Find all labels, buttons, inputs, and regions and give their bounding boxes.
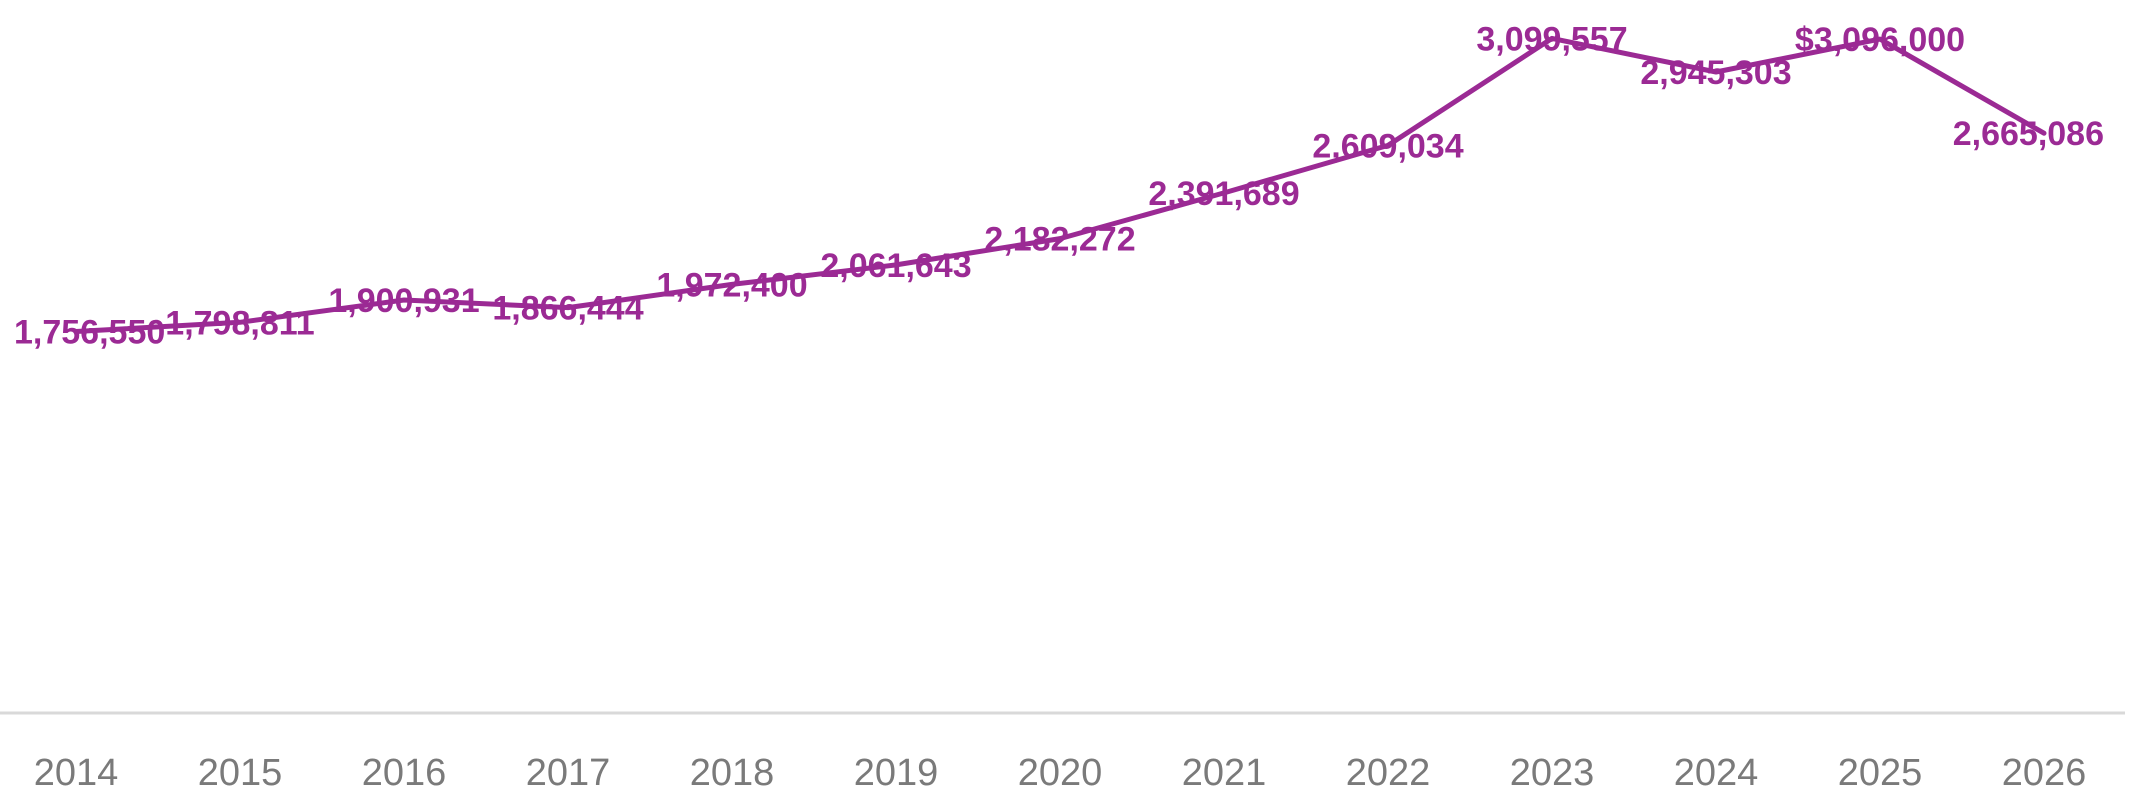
x-tick-label: 2019 bbox=[854, 752, 939, 794]
series-line bbox=[73, 35, 2047, 334]
x-tick-label: 2025 bbox=[1838, 752, 1923, 794]
data-label: $3,096,000 bbox=[1795, 21, 1965, 59]
data-label: 1,756,550 bbox=[14, 314, 165, 352]
x-tick-label: 2023 bbox=[1510, 752, 1595, 794]
x-tick-label: 2021 bbox=[1182, 752, 1267, 794]
data-label: 1,798,811 bbox=[165, 304, 314, 342]
data-label: 2,609,034 bbox=[1312, 127, 1463, 165]
x-tick-label: 2016 bbox=[362, 752, 447, 794]
x-tick-label: 2026 bbox=[2002, 752, 2087, 794]
data-label: 1,900,931 bbox=[328, 282, 479, 320]
x-tick-label: 2017 bbox=[526, 752, 611, 794]
x-tick-label: 2015 bbox=[198, 752, 283, 794]
x-tick-label: 2024 bbox=[1674, 752, 1759, 794]
x-tick-label: 2020 bbox=[1018, 752, 1103, 794]
data-label: 3,099,557 bbox=[1476, 20, 1627, 58]
x-tick-label: 2018 bbox=[690, 752, 775, 794]
x-axis-ticks: 2014 2015 2016 2017 2018 2019 2020 2021 2022 2023… bbox=[34, 752, 2087, 794]
data-label: 2,945,303 bbox=[1640, 54, 1791, 92]
x-tick-label: 2014 bbox=[34, 752, 119, 794]
data-label: 1,866,444 bbox=[492, 290, 643, 328]
data-label: 1,972,400 bbox=[656, 266, 807, 304]
data-label: 2,182,272 bbox=[984, 221, 1135, 259]
data-label: 2,061,643 bbox=[820, 247, 971, 285]
x-tick-label: 2022 bbox=[1346, 752, 1431, 794]
data-label: 2,665,086 bbox=[1953, 115, 2104, 153]
data-label: 2,391,689 bbox=[1148, 175, 1299, 213]
data-labels: 1,756,550 1,798,811 1,900,931 1,866,444 1,97… bbox=[14, 20, 2104, 351]
